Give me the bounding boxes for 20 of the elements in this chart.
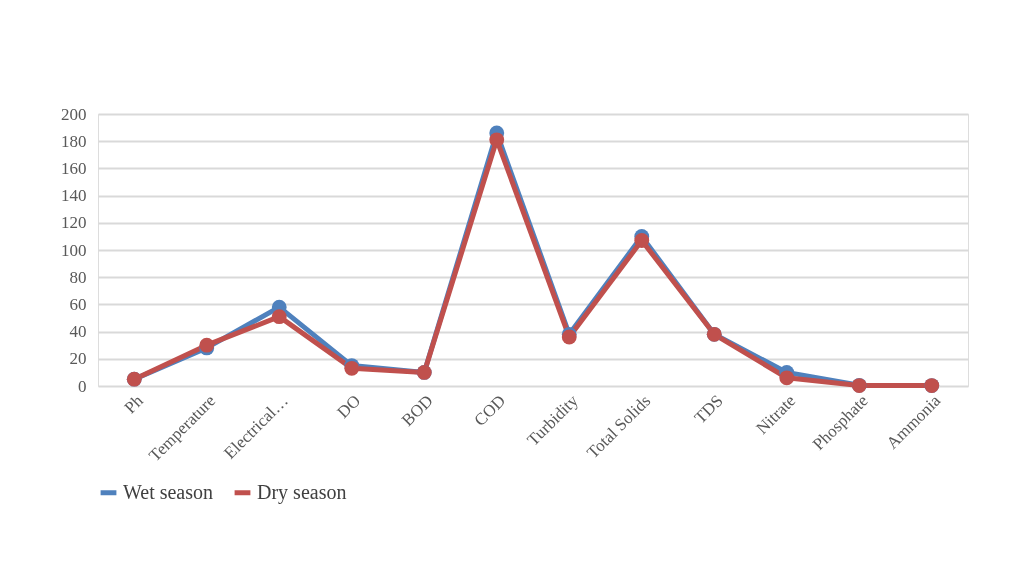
y-tick-label: 20 xyxy=(69,349,87,369)
point xyxy=(779,370,795,386)
point xyxy=(489,132,505,148)
legend-label: Wet season xyxy=(123,480,214,503)
y-tick-label: 80 xyxy=(69,267,87,287)
y-tick-label: 40 xyxy=(69,322,87,342)
y-tick-label: 100 xyxy=(61,240,87,260)
point xyxy=(271,309,287,325)
y-tick-label: 160 xyxy=(61,158,87,178)
point xyxy=(634,233,650,248)
x-tick-label: DO xyxy=(333,391,365,422)
y-tick-label: 140 xyxy=(61,186,87,206)
x-tick-label: Ph xyxy=(120,390,148,418)
legend-label: Dry season xyxy=(257,480,347,504)
y-tick-label: 120 xyxy=(61,213,87,233)
y-tick-label: 60 xyxy=(69,294,87,314)
x-tick-label: TDS xyxy=(690,391,727,428)
y-tick-label: 180 xyxy=(61,131,87,151)
y-tick-label: 0 xyxy=(78,376,87,396)
y-tick-label: 200 xyxy=(61,104,87,124)
